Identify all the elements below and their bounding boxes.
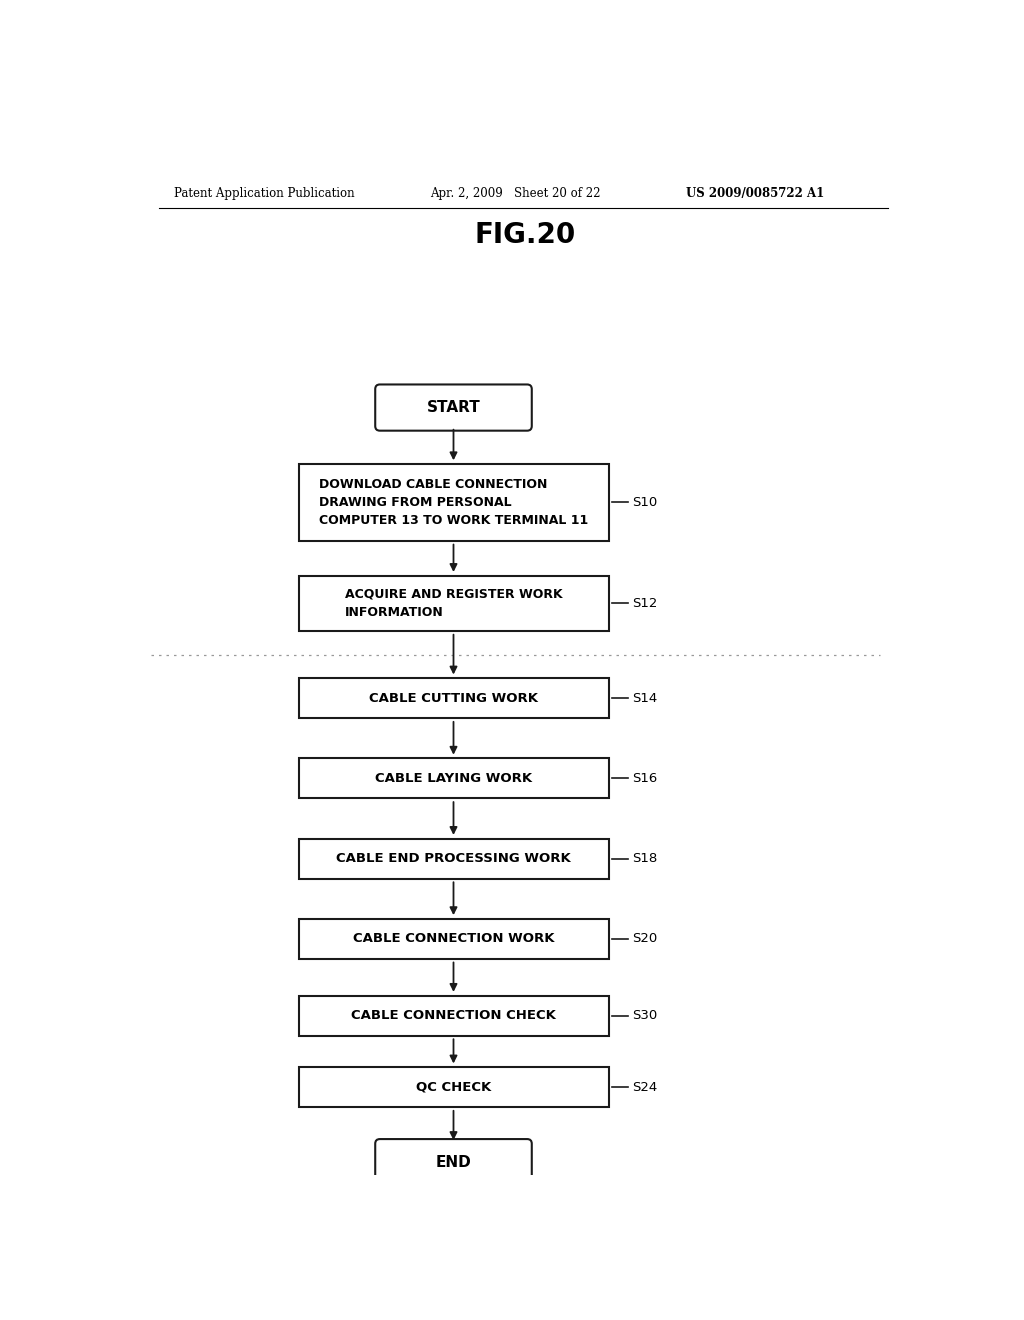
Bar bbox=[299, 463, 608, 541]
Text: START: START bbox=[427, 400, 480, 414]
Text: END: END bbox=[435, 1155, 471, 1170]
Bar bbox=[299, 678, 608, 718]
Bar bbox=[299, 995, 608, 1036]
Text: ACQUIRE AND REGISTER WORK
INFORMATION: ACQUIRE AND REGISTER WORK INFORMATION bbox=[345, 587, 562, 619]
Text: FIG.20: FIG.20 bbox=[474, 222, 575, 249]
Text: CABLE CONNECTION CHECK: CABLE CONNECTION CHECK bbox=[351, 1008, 556, 1022]
Text: S24: S24 bbox=[632, 1081, 657, 1094]
Text: DOWNLOAD CABLE CONNECTION
DRAWING FROM PERSONAL
COMPUTER 13 TO WORK TERMINAL 11: DOWNLOAD CABLE CONNECTION DRAWING FROM P… bbox=[318, 478, 588, 527]
Text: CABLE LAYING WORK: CABLE LAYING WORK bbox=[375, 772, 532, 785]
Text: S20: S20 bbox=[632, 932, 657, 945]
Bar bbox=[299, 576, 608, 631]
Text: Patent Application Publication: Patent Application Publication bbox=[174, 186, 355, 199]
Text: S30: S30 bbox=[632, 1008, 657, 1022]
Text: CABLE CUTTING WORK: CABLE CUTTING WORK bbox=[369, 692, 538, 705]
Text: CABLE CONNECTION WORK: CABLE CONNECTION WORK bbox=[352, 932, 554, 945]
Text: S12: S12 bbox=[632, 597, 657, 610]
Text: CABLE END PROCESSING WORK: CABLE END PROCESSING WORK bbox=[336, 853, 570, 865]
Text: QC CHECK: QC CHECK bbox=[416, 1081, 492, 1094]
Text: S18: S18 bbox=[632, 853, 657, 865]
Text: Apr. 2, 2009   Sheet 20 of 22: Apr. 2, 2009 Sheet 20 of 22 bbox=[430, 186, 601, 199]
Text: S10: S10 bbox=[632, 496, 657, 510]
Text: US 2009/0085722 A1: US 2009/0085722 A1 bbox=[686, 186, 824, 199]
FancyBboxPatch shape bbox=[375, 1139, 531, 1185]
Bar bbox=[299, 1067, 608, 1107]
FancyBboxPatch shape bbox=[375, 384, 531, 430]
Bar bbox=[299, 838, 608, 879]
Text: S14: S14 bbox=[632, 692, 657, 705]
Text: S16: S16 bbox=[632, 772, 657, 785]
Bar bbox=[299, 759, 608, 799]
Bar bbox=[299, 919, 608, 958]
